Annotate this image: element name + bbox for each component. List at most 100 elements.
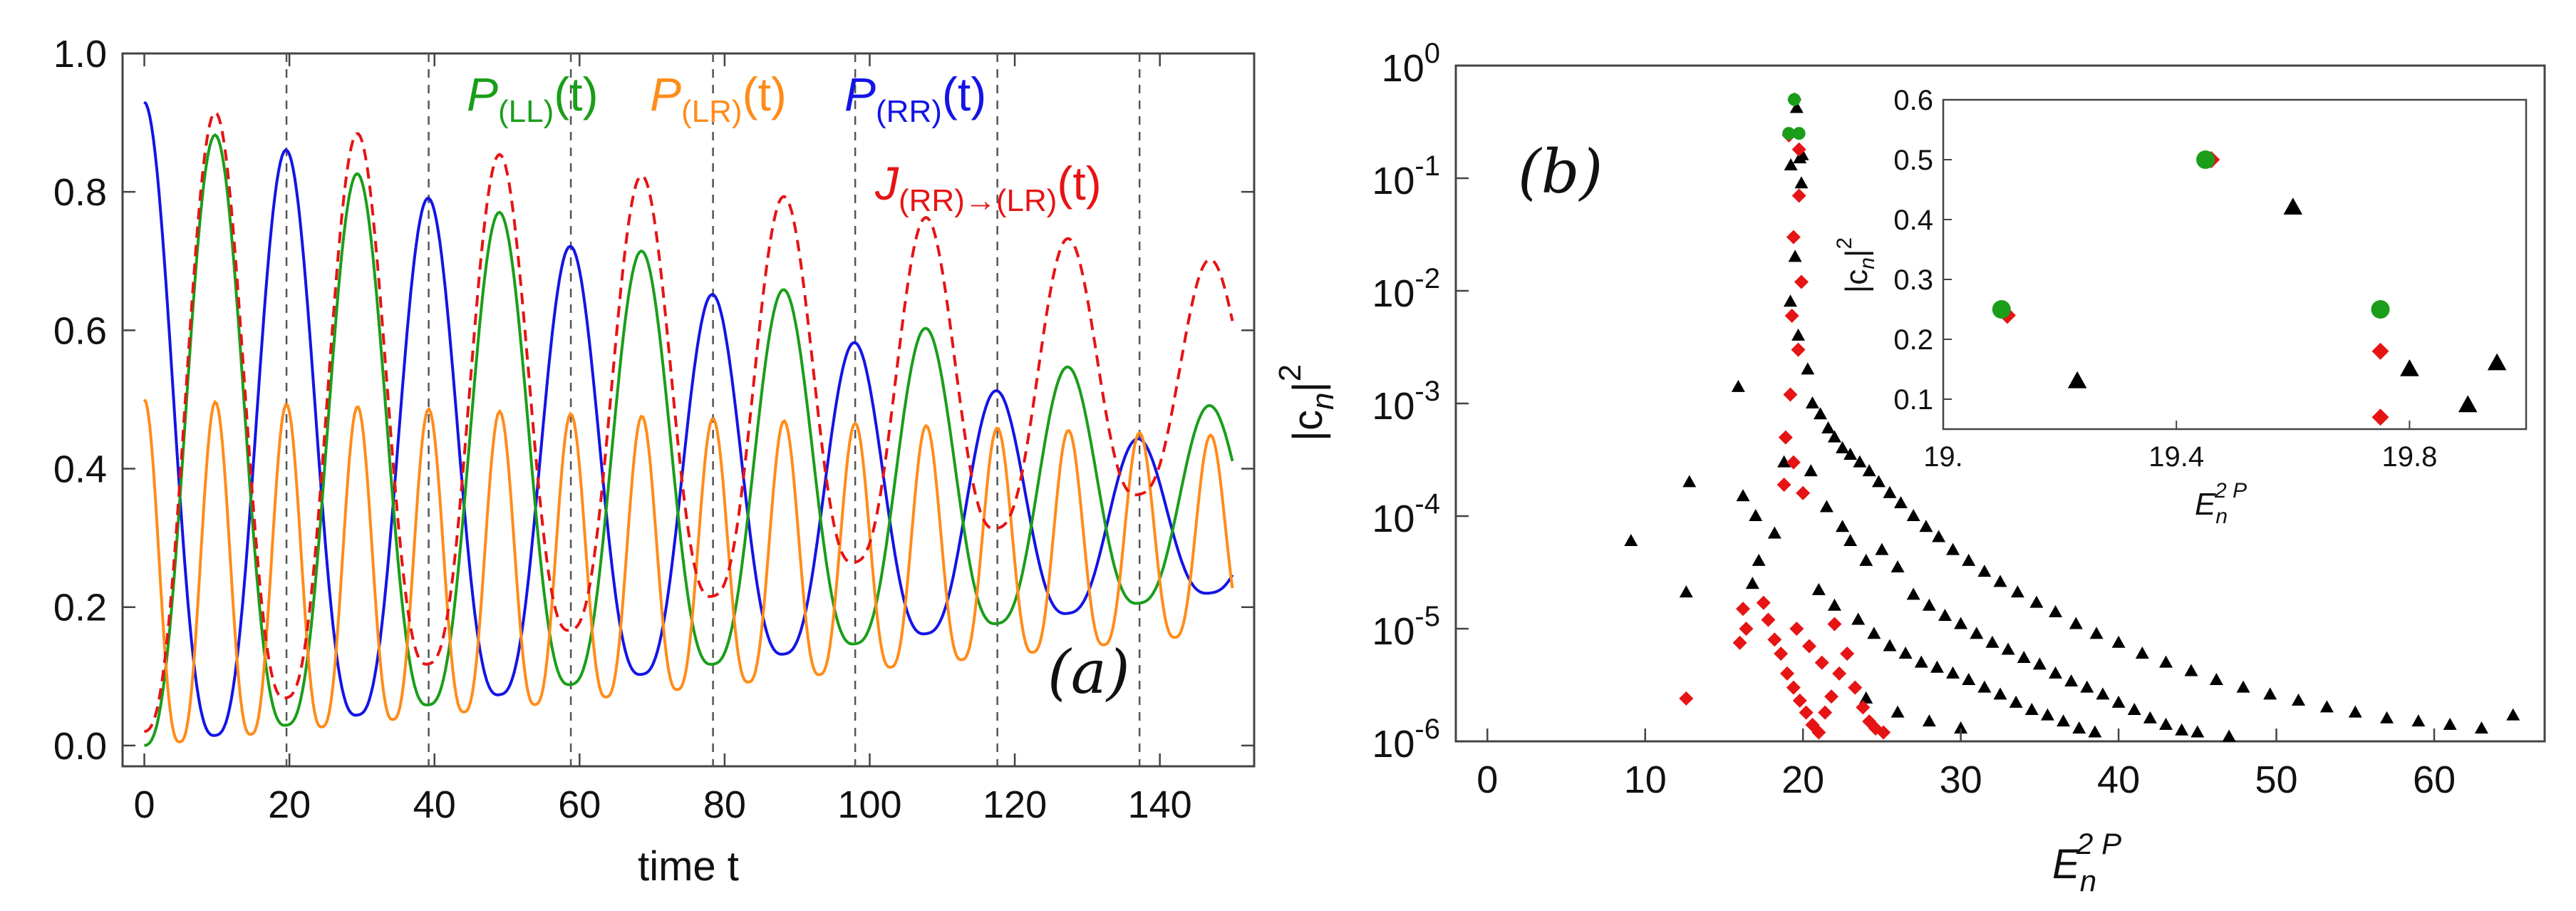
black-point-60 xyxy=(1914,655,1928,668)
x-tick-label-3: 60 xyxy=(558,783,601,826)
black-point-92 xyxy=(1843,534,1858,547)
black-point-6 xyxy=(1783,294,1797,307)
legend-p-rr: P(RR)(t) xyxy=(844,68,986,129)
x-tick-label-5: 50 xyxy=(2255,758,2297,801)
x-tick-label-3: 30 xyxy=(1940,758,1982,801)
black-point-24 xyxy=(1962,553,1976,566)
legend-j-rr-lr: J(RR)→(LR)(t) xyxy=(874,157,1102,218)
black-point-20 xyxy=(1906,509,1920,521)
red-point-10 xyxy=(1786,455,1801,470)
red-point-38 xyxy=(1814,655,1829,670)
black-point-58 xyxy=(1883,639,1897,652)
black-point-22 xyxy=(1932,530,1946,542)
inset-red-point-3 xyxy=(2371,408,2389,426)
black-point-12 xyxy=(1827,430,1841,443)
red-point-14 xyxy=(1736,602,1751,617)
black-point-93 xyxy=(1859,553,1873,566)
series-line-2 xyxy=(143,398,1234,743)
black-point-82 xyxy=(2064,674,2079,687)
black-point-69 xyxy=(2057,714,2071,727)
inset-y-tick-label-5: 0.6 xyxy=(1893,85,1933,116)
black-point-101 xyxy=(1890,705,1905,718)
black-point-17 xyxy=(1871,475,1886,488)
black-point-49 xyxy=(1679,585,1693,598)
red-point-23 xyxy=(1792,693,1807,708)
inset-y-axis-label: |cn|2 xyxy=(1833,237,1879,293)
x-tick-label-6: 120 xyxy=(983,783,1047,826)
inset-plot: 19. 19.4 19.8 0.1 0.2 0.3 0.4 0.5 0.6 En2 P |cn… xyxy=(1833,85,2528,528)
panel-a-frame xyxy=(121,52,1256,768)
black-point-21 xyxy=(1919,520,1933,532)
y-tick-label-5: 1.0 xyxy=(53,33,107,76)
inset-scatter-points xyxy=(1992,150,2507,426)
black-point-13 xyxy=(1836,441,1850,453)
black-point-59 xyxy=(1898,647,1913,659)
red-point-16 xyxy=(1732,635,1747,650)
black-point-10 xyxy=(1814,407,1828,420)
x-tick-label-0: 0 xyxy=(1476,758,1498,801)
black-point-29 xyxy=(2049,604,2063,617)
green-point-1 xyxy=(1782,127,1796,140)
black-point-97 xyxy=(1777,455,1791,468)
black-point-31 xyxy=(2089,627,2104,639)
red-point-29 xyxy=(1832,666,1847,681)
black-point-104 xyxy=(2190,725,2205,738)
black-point-18 xyxy=(1883,485,1897,498)
legend-p-ll: P(LL)(t) xyxy=(467,68,599,129)
black-point-30 xyxy=(2069,617,2083,629)
scatter-points xyxy=(1624,92,2520,742)
red-point-15 xyxy=(1739,622,1754,636)
black-point-105 xyxy=(2222,729,2236,742)
black-point-35 xyxy=(2184,664,2198,676)
red-point-3 xyxy=(1791,188,1806,203)
black-point-86 xyxy=(2127,702,2141,715)
black-point-55 xyxy=(1827,598,1841,611)
black-point-7 xyxy=(1791,328,1806,341)
time-series-lines xyxy=(143,101,1234,747)
black-point-74 xyxy=(1938,608,1952,621)
red-point-17 xyxy=(1756,595,1771,610)
black-point-85 xyxy=(2111,695,2126,708)
red-point-24 xyxy=(1799,705,1814,720)
y-tick-label-0: 100 xyxy=(1382,38,1440,90)
red-point-6 xyxy=(1784,309,1799,324)
x-tick-label-1: 10 xyxy=(1624,758,1667,801)
green-point-0 xyxy=(1788,93,1801,106)
black-point-37 xyxy=(2236,680,2250,693)
inset-red-point-2 xyxy=(2371,342,2389,360)
black-point-50 xyxy=(1731,379,1745,392)
black-point-79 xyxy=(2017,651,2031,664)
inset-x-tick-label-0: 19. xyxy=(1923,441,1963,473)
inset-y-tick-label-1: 0.2 xyxy=(1893,324,1933,356)
black-point-26 xyxy=(1993,575,2007,587)
black-point-48 xyxy=(1682,475,1697,488)
black-point-100 xyxy=(1859,691,1873,704)
red-point-35 xyxy=(1876,725,1891,740)
y-axis-ticks: 100 10-1 10-2 10-3 10-4 10-5 10-6 xyxy=(1372,38,1469,766)
y-tick-label-4: 0.8 xyxy=(53,171,107,214)
inset-black-point-4 xyxy=(2067,371,2087,388)
black-point-83 xyxy=(2080,680,2094,693)
black-point-73 xyxy=(1922,598,1936,611)
black-point-19 xyxy=(1893,495,1908,508)
black-point-78 xyxy=(2001,642,2015,655)
black-point-76 xyxy=(1970,627,1984,639)
black-point-102 xyxy=(1922,714,1936,727)
y-tick-label-1: 0.2 xyxy=(53,587,107,629)
y-tick-label-3: 10-3 xyxy=(1372,376,1440,428)
y-tick-label-2: 10-2 xyxy=(1372,263,1440,315)
black-point-84 xyxy=(2096,687,2110,700)
red-point-31 xyxy=(1848,680,1863,695)
black-point-2 xyxy=(1795,148,1809,160)
black-point-4 xyxy=(1784,158,1798,170)
red-point-22 xyxy=(1786,680,1801,695)
black-point-77 xyxy=(1985,635,2000,648)
x-tick-label-7: 140 xyxy=(1128,783,1192,826)
red-point-9 xyxy=(1778,430,1793,445)
black-point-90 xyxy=(1875,542,1889,555)
red-point-27 xyxy=(1818,705,1833,720)
black-point-64 xyxy=(1977,680,1992,693)
inset-black-point-1 xyxy=(2400,359,2419,376)
black-point-3 xyxy=(1794,176,1809,189)
